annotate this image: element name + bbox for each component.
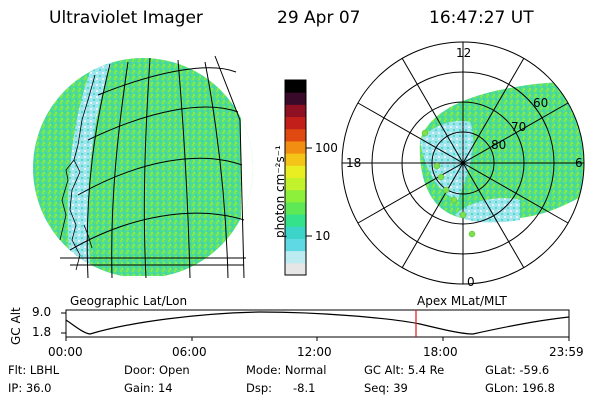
altitude-xtick-1200: 12:00 bbox=[297, 345, 332, 359]
colorbar-unit-label: photon cm⁻²s⁻¹ bbox=[273, 145, 287, 238]
polar-image bbox=[419, 82, 584, 223]
colorbar-segment bbox=[285, 177, 306, 191]
colorbar-segment bbox=[285, 238, 306, 252]
mlat-label-70: 70 bbox=[511, 120, 527, 134]
altitude-xtick-2359: 23:59 bbox=[549, 345, 584, 359]
info-seq: Seq: 39 bbox=[364, 381, 408, 395]
geographic-grid bbox=[60, 55, 246, 279]
colorbar-segment bbox=[285, 201, 306, 215]
colorbar-segment bbox=[285, 128, 306, 142]
aurora-spots bbox=[421, 129, 476, 238]
colorbar-segment bbox=[285, 153, 306, 166]
colorbar-segment bbox=[285, 214, 306, 227]
info-glat: GLat: -59.6 bbox=[485, 363, 550, 377]
mlt-label-0: 0 bbox=[467, 275, 475, 289]
colorbar-tick-10: 10 bbox=[315, 229, 331, 243]
altitude-ytick-1-8: 1.8 bbox=[32, 325, 52, 339]
altitude-curve bbox=[65, 311, 570, 335]
colorbar-segment bbox=[285, 250, 306, 264]
info-gain: Gain: 14 bbox=[124, 381, 173, 395]
colorbar-segment bbox=[285, 226, 306, 239]
colorbar-tick-100: 100 bbox=[315, 141, 338, 155]
info-mode: Mode: Normal bbox=[246, 363, 327, 377]
altitude-xtick-0600: 06:00 bbox=[172, 345, 207, 359]
polar-grid bbox=[341, 41, 585, 285]
info-ip: IP: 36.0 bbox=[8, 381, 52, 395]
mlt-label-6: 6 bbox=[575, 156, 583, 170]
geographic-panel-label: Geographic Lat/Lon bbox=[70, 294, 188, 308]
altitude-ytick-9: 9.0 bbox=[32, 305, 52, 319]
info-dsp-label: Dsp: bbox=[246, 381, 273, 395]
date-label: 29 Apr 07 bbox=[277, 8, 361, 28]
colorbar-segment bbox=[285, 189, 306, 203]
altitude-xtick-0000: 00:00 bbox=[48, 345, 83, 359]
colorbar-segment bbox=[285, 104, 306, 118]
colorbar bbox=[284, 79, 307, 276]
altitude-ylabel: GC Alt bbox=[9, 307, 23, 345]
coastline bbox=[59, 74, 96, 271]
colorbar-segment bbox=[285, 116, 306, 130]
info-door: Door: Open bbox=[124, 363, 190, 377]
apex-panel-label: Apex MLat/MLT bbox=[417, 294, 507, 308]
colorbar-segment bbox=[285, 80, 306, 93]
altitude-plot bbox=[61, 309, 570, 341]
mlt-label-18: 18 bbox=[346, 156, 362, 170]
mlat-label-80: 80 bbox=[491, 138, 507, 152]
colorbar-segment bbox=[285, 140, 306, 154]
colorbar-segment bbox=[285, 262, 306, 276]
colorbar-segment bbox=[285, 92, 306, 105]
info-dsp-value: -8.1 bbox=[293, 381, 316, 395]
colorbar-segment bbox=[285, 165, 306, 178]
colorbar-frame bbox=[284, 79, 307, 276]
info-glon: GLon: 196.8 bbox=[485, 381, 555, 395]
time-label: 16:47:27 UT bbox=[429, 8, 534, 28]
instrument-title: Ultraviolet Imager bbox=[49, 8, 203, 28]
colorbar-ticks bbox=[306, 147, 312, 237]
info-gc-alt: GC Alt: 5.4 Re bbox=[364, 363, 445, 377]
info-filter: Flt: LBHL bbox=[8, 363, 60, 377]
mlt-label-12: 12 bbox=[456, 46, 472, 60]
altitude-xtick-1800: 18:00 bbox=[423, 345, 458, 359]
mlat-label-60: 60 bbox=[533, 96, 549, 110]
